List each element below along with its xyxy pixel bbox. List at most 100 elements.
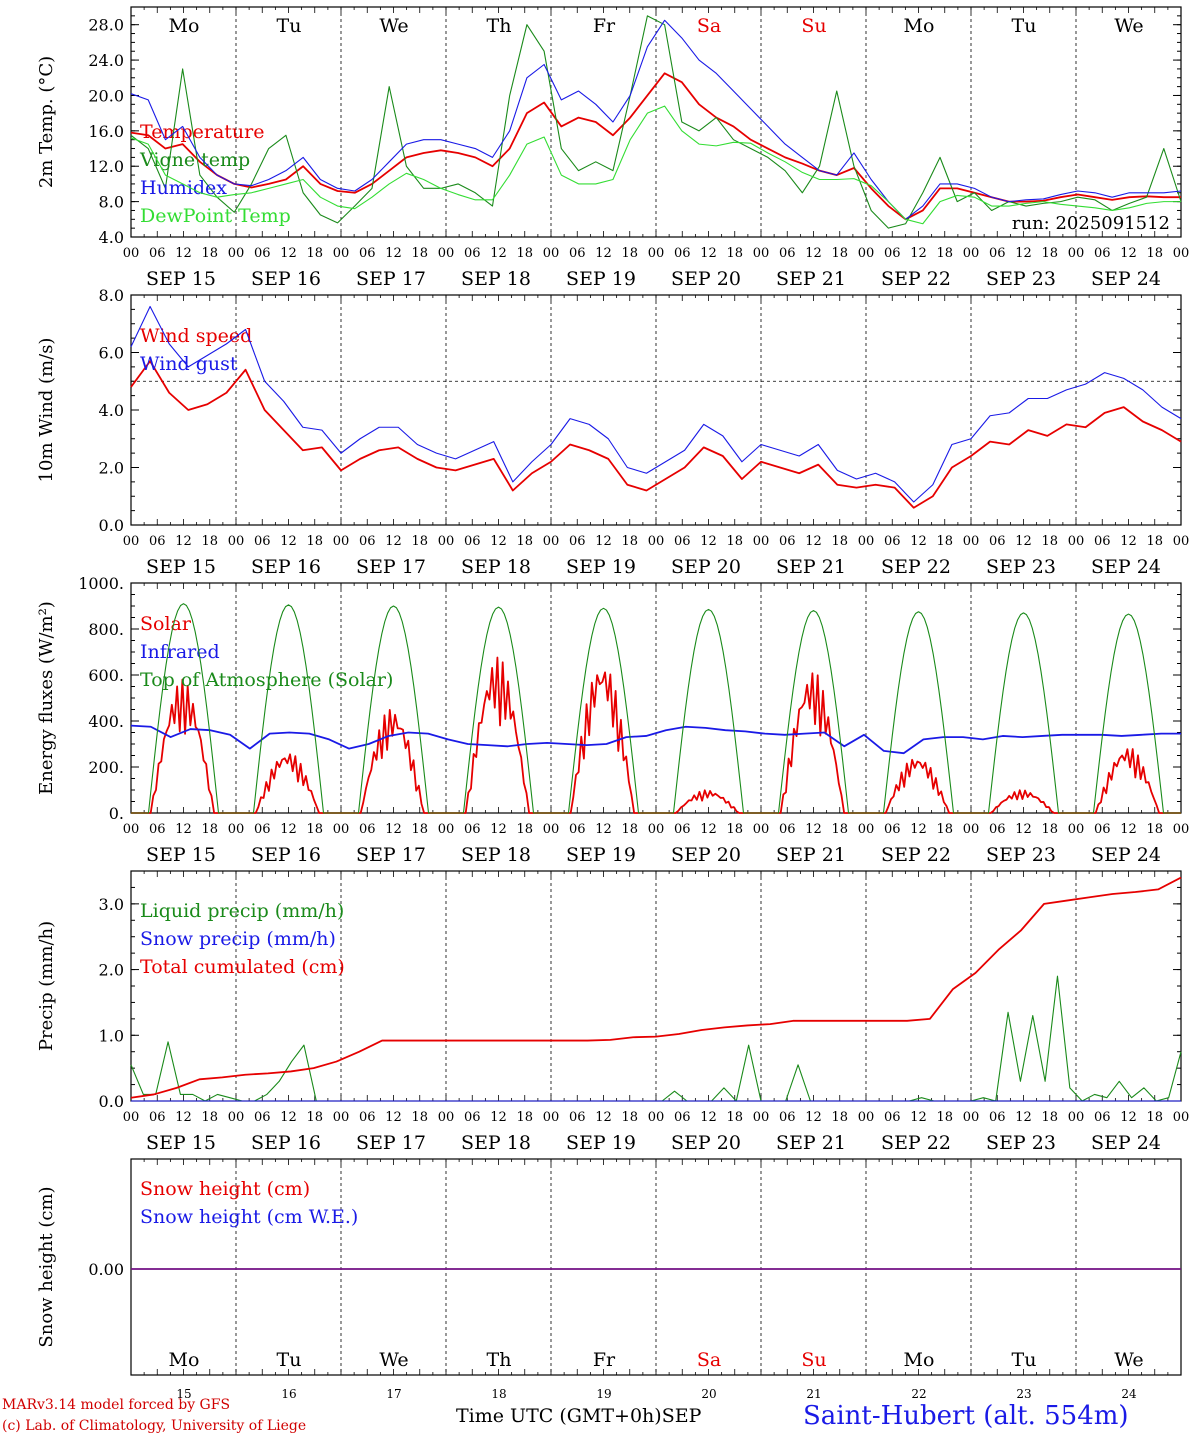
- day-name-top: Tu: [277, 15, 302, 37]
- date-label: SEP 21: [776, 844, 846, 866]
- lab-credit: (c) Lab. of Climatology, University of L…: [2, 1418, 307, 1434]
- hour-label: 12: [385, 534, 402, 549]
- hour-label: 06: [569, 534, 586, 549]
- y-tick-label: 6.0: [99, 344, 124, 363]
- hour-label: 00: [438, 534, 455, 549]
- hour-label: 00: [543, 246, 560, 261]
- date-label: SEP 15: [146, 1132, 216, 1154]
- hour-label: 06: [254, 534, 271, 549]
- hour-label: 06: [884, 1110, 901, 1125]
- model-credit: MARv3.14 model forced by GFS: [2, 1397, 231, 1413]
- hour-label: 18: [831, 534, 848, 549]
- date-label: SEP 24: [1091, 556, 1161, 578]
- legend-entry: DewPoint Temp: [140, 205, 291, 227]
- hour-label: 06: [989, 1110, 1006, 1125]
- day-name-bottom: Mo: [169, 1349, 200, 1371]
- date-label: SEP 19: [566, 556, 636, 578]
- series-line-wind-speed: [130, 360, 1182, 509]
- hour-label: 18: [201, 246, 218, 261]
- hour-label: 06: [359, 1110, 376, 1125]
- hour-label: 06: [1094, 1110, 1111, 1125]
- hour-label: 06: [464, 534, 481, 549]
- date-number: 17: [386, 1387, 401, 1401]
- day-name-top: Sa: [697, 15, 721, 37]
- day-name-top: Su: [801, 15, 826, 37]
- y-axis-label: Precip (mm/h): [36, 921, 57, 1051]
- hour-label: 06: [359, 534, 376, 549]
- hour-label: 00: [543, 822, 560, 837]
- hour-label: 18: [621, 822, 638, 837]
- hour-label: 18: [306, 1110, 323, 1125]
- hour-label: 00: [648, 1110, 665, 1125]
- y-tick-label: 16.0: [88, 122, 124, 141]
- hour-label: 00: [858, 246, 875, 261]
- date-label: SEP 17: [356, 556, 426, 578]
- hour-label: 00: [1068, 534, 1085, 549]
- hour-label: 00: [1068, 1110, 1085, 1125]
- hour-label: 18: [831, 246, 848, 261]
- hour-label: 06: [359, 246, 376, 261]
- hour-label: 12: [490, 246, 507, 261]
- time-axis-label: Time UTC (GMT+0h)SEP: [456, 1405, 701, 1427]
- date-label: SEP 21: [776, 268, 846, 290]
- hour-label: 18: [411, 246, 428, 261]
- hour-label: 00: [648, 822, 665, 837]
- hour-label: 06: [884, 246, 901, 261]
- date-label: SEP 15: [146, 556, 216, 578]
- date-label: SEP 21: [776, 1132, 846, 1154]
- hour-label: 18: [201, 1110, 218, 1125]
- date-label: SEP 24: [1091, 268, 1161, 290]
- day-name-bottom: Mo: [904, 1349, 935, 1371]
- hour-label: 12: [280, 1110, 297, 1125]
- date-label: SEP 17: [356, 844, 426, 866]
- hour-label: 06: [779, 246, 796, 261]
- y-tick-label: 24.0: [88, 51, 124, 70]
- hour-label: 06: [674, 534, 691, 549]
- day-name-bottom: Sa: [697, 1349, 721, 1371]
- hour-label: 18: [726, 534, 743, 549]
- date-label: SEP 20: [671, 268, 741, 290]
- hour-label: 06: [149, 534, 166, 549]
- hour-label: 12: [1015, 1110, 1032, 1125]
- legend-entry: Solar: [140, 613, 192, 635]
- y-tick-label: 3.0: [99, 895, 124, 914]
- date-label: SEP 16: [251, 268, 321, 290]
- hour-label: 18: [621, 246, 638, 261]
- y-tick-label: 200.: [88, 758, 124, 777]
- hour-label: 18: [726, 246, 743, 261]
- hour-label: 00: [543, 1110, 560, 1125]
- hour-label: 18: [936, 534, 953, 549]
- hour-label: 06: [674, 1110, 691, 1125]
- date-label: SEP 18: [461, 844, 531, 866]
- hour-label: 06: [254, 246, 271, 261]
- day-name-bottom: Tu: [1012, 1349, 1037, 1371]
- day-name-bottom: Th: [487, 1349, 512, 1371]
- hour-label: 18: [411, 534, 428, 549]
- date-label: SEP 24: [1091, 1132, 1161, 1154]
- hour-label: 06: [359, 822, 376, 837]
- y-tick-label: 400.: [88, 712, 124, 731]
- hour-label: 18: [1146, 534, 1163, 549]
- hour-label: 00: [1173, 246, 1190, 261]
- series-line-infrared: [130, 724, 1181, 755]
- day-name-top: Mo: [169, 15, 200, 37]
- hour-label: 12: [595, 246, 612, 261]
- hour-label: 12: [1015, 246, 1032, 261]
- hour-label: 06: [1094, 534, 1111, 549]
- hour-label: 06: [674, 246, 691, 261]
- day-name-top: We: [379, 15, 408, 37]
- hour-label: 18: [726, 1110, 743, 1125]
- y-tick-label: 800.: [88, 620, 124, 639]
- date-label: SEP 22: [881, 556, 951, 578]
- hour-label: 12: [175, 246, 192, 261]
- hour-label: 06: [149, 822, 166, 837]
- y-tick-label: 600.: [88, 666, 124, 685]
- hour-label: 00: [858, 534, 875, 549]
- hour-label: 00: [228, 246, 245, 261]
- hour-label: 00: [1068, 822, 1085, 837]
- hour-label: 06: [254, 1110, 271, 1125]
- hour-label: 12: [700, 246, 717, 261]
- hour-label: 00: [228, 822, 245, 837]
- hour-label: 12: [1120, 1110, 1137, 1125]
- hour-label: 18: [516, 822, 533, 837]
